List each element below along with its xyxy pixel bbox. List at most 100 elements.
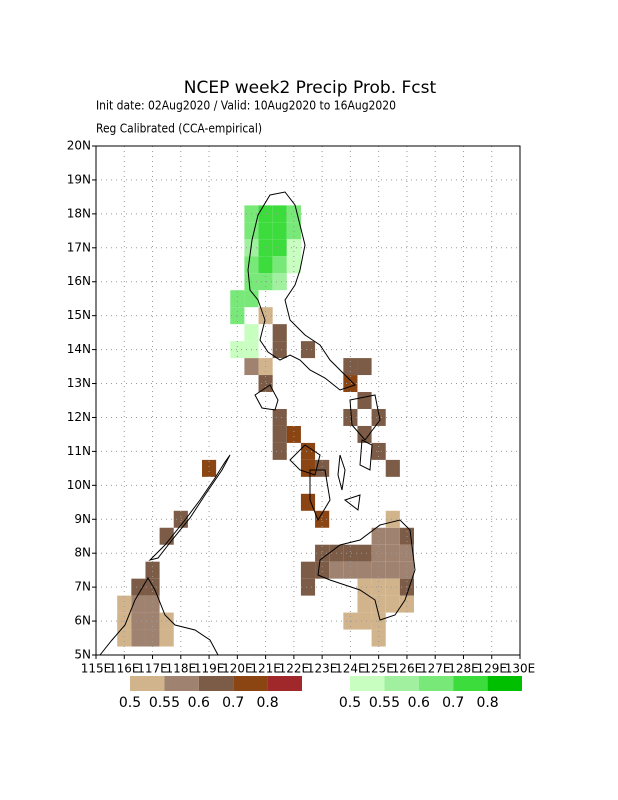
prob-cell — [131, 612, 146, 630]
method: Reg Calibrated (CCA-empirical) — [96, 122, 262, 136]
prob-cell — [272, 442, 287, 460]
prob-cell — [300, 493, 316, 511]
x-tick-label: 115E — [81, 662, 112, 676]
prob-cell — [117, 595, 132, 613]
prob-cell — [202, 459, 217, 477]
y-tick-label: 11N — [67, 444, 91, 458]
prob-cell — [300, 442, 316, 460]
plot-frame — [95, 145, 521, 656]
prob-cell — [258, 222, 273, 240]
prob-cell — [357, 544, 372, 562]
legend: 0.5 0.55 0.6 0.7 0.8 0.5 0.55 0.6 0.7 0.8 — [119, 676, 522, 711]
prob-cell — [272, 324, 287, 342]
legend-label: 0.55 — [369, 695, 400, 711]
legend-swatch — [198, 676, 234, 691]
prob-cell — [315, 544, 330, 562]
prob-cell — [286, 222, 301, 240]
legend-swatch — [350, 676, 385, 691]
prob-cell — [343, 544, 358, 562]
y-tick-label: 17N — [67, 240, 91, 254]
panay — [289, 444, 321, 476]
prob-cell — [286, 425, 301, 443]
y-tick-label: 15N — [67, 308, 91, 322]
prob-cell — [272, 408, 287, 426]
prob-cell — [371, 561, 386, 579]
prob-cell — [272, 205, 287, 223]
legend-swatch — [164, 676, 199, 691]
prob-cell — [357, 595, 372, 613]
legend-swatch — [453, 676, 488, 691]
x-tick-label: 122E — [279, 662, 310, 676]
x-tick-label: 118E — [166, 662, 197, 676]
legend-swatch — [384, 676, 419, 691]
prob-cell — [286, 205, 301, 223]
prob-cell — [258, 205, 273, 223]
y-tick-label: 5N — [74, 648, 91, 662]
prob-cell — [159, 527, 174, 545]
prob-cell — [131, 578, 146, 596]
subtitle: Init date: 02Aug2020 / Valid: 10Aug2020 … — [96, 99, 396, 113]
prob-cell — [357, 578, 372, 596]
x-tick-label: 128E — [448, 662, 479, 676]
prob-cell — [173, 510, 188, 528]
prob-cell — [145, 595, 160, 613]
prob-cell — [300, 561, 316, 579]
prob-cell — [371, 408, 386, 426]
bohol — [343, 494, 361, 511]
x-tick-label: 124E — [335, 662, 366, 676]
prob-cell — [272, 273, 287, 291]
legend-label: 0.7 — [222, 695, 244, 711]
prob-cell — [272, 341, 287, 359]
legend-label: 0.7 — [442, 695, 464, 711]
prob-cell — [357, 358, 372, 376]
y-tick-label: 14N — [67, 342, 91, 356]
prob-cell — [385, 459, 400, 477]
x-tick-label: 121E — [250, 662, 281, 676]
negros — [309, 469, 331, 522]
y-tick-label: 6N — [74, 614, 91, 628]
prob-cell — [315, 561, 330, 579]
prob-cell — [385, 595, 400, 613]
y-tick-label: 19N — [67, 172, 91, 186]
prob-cell — [371, 578, 386, 596]
prob-cell — [399, 561, 414, 579]
prob-cell — [315, 459, 330, 477]
prob-cell — [371, 544, 386, 562]
y-tick-label: 7N — [74, 580, 91, 594]
cells — [117, 205, 414, 647]
prob-cell — [159, 629, 174, 647]
samar — [349, 394, 381, 441]
legend-label: 0.55 — [149, 695, 180, 711]
prob-cell — [343, 375, 358, 393]
coastline — [99, 191, 416, 656]
y-tick-label: 9N — [74, 512, 91, 526]
grid: 115E116E117E118E119E120E121E122E123E124E… — [67, 139, 536, 676]
prob-cell — [272, 222, 287, 240]
prob-cell — [145, 629, 160, 647]
prob-cell — [244, 256, 259, 274]
prob-cell — [244, 324, 259, 342]
borneo — [99, 577, 219, 656]
y-tick-label: 18N — [67, 206, 91, 220]
prob-cell — [357, 425, 372, 443]
prob-cell — [286, 239, 301, 257]
x-tick-label: 125E — [363, 662, 394, 676]
prob-cell — [371, 629, 386, 647]
x-tick-label: 116E — [109, 662, 140, 676]
y-tick-label: 10N — [67, 478, 91, 492]
x-tick-label: 130E — [505, 662, 536, 676]
y-tick-label: 20N — [67, 139, 91, 153]
legend-swatch — [418, 676, 454, 691]
prob-cell — [117, 629, 132, 647]
luzon — [247, 191, 356, 391]
mindoro — [254, 384, 279, 411]
prob-cell — [258, 256, 273, 274]
x-tick-label: 127E — [420, 662, 451, 676]
prob-cell — [272, 239, 287, 257]
prob-cell — [343, 561, 358, 579]
prob-cell — [399, 595, 414, 613]
prob-cell — [385, 561, 400, 579]
x-tick-label: 120E — [222, 662, 253, 676]
y-tick-label: 12N — [67, 410, 91, 424]
prob-cell — [357, 392, 372, 409]
